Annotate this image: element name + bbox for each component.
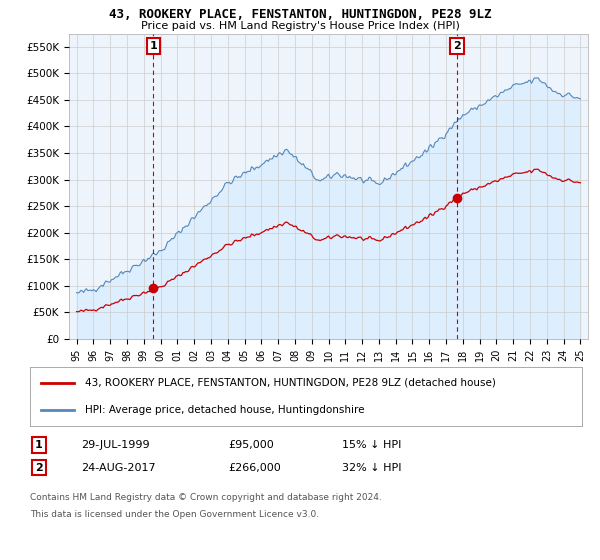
- Text: 1: 1: [149, 41, 157, 51]
- Text: 1: 1: [35, 440, 43, 450]
- Text: HPI: Average price, detached house, Huntingdonshire: HPI: Average price, detached house, Hunt…: [85, 405, 365, 415]
- Text: This data is licensed under the Open Government Licence v3.0.: This data is licensed under the Open Gov…: [30, 510, 319, 519]
- Text: 15% ↓ HPI: 15% ↓ HPI: [342, 440, 401, 450]
- Text: 43, ROOKERY PLACE, FENSTANTON, HUNTINGDON, PE28 9LZ (detached house): 43, ROOKERY PLACE, FENSTANTON, HUNTINGDO…: [85, 377, 496, 388]
- Text: £95,000: £95,000: [228, 440, 274, 450]
- Text: 2: 2: [453, 41, 461, 51]
- Text: 29-JUL-1999: 29-JUL-1999: [81, 440, 149, 450]
- Text: 24-AUG-2017: 24-AUG-2017: [81, 463, 155, 473]
- Text: Contains HM Land Registry data © Crown copyright and database right 2024.: Contains HM Land Registry data © Crown c…: [30, 493, 382, 502]
- Text: £266,000: £266,000: [228, 463, 281, 473]
- Text: 32% ↓ HPI: 32% ↓ HPI: [342, 463, 401, 473]
- Text: 43, ROOKERY PLACE, FENSTANTON, HUNTINGDON, PE28 9LZ: 43, ROOKERY PLACE, FENSTANTON, HUNTINGDO…: [109, 8, 491, 21]
- Text: 2: 2: [35, 463, 43, 473]
- Text: Price paid vs. HM Land Registry's House Price Index (HPI): Price paid vs. HM Land Registry's House …: [140, 21, 460, 31]
